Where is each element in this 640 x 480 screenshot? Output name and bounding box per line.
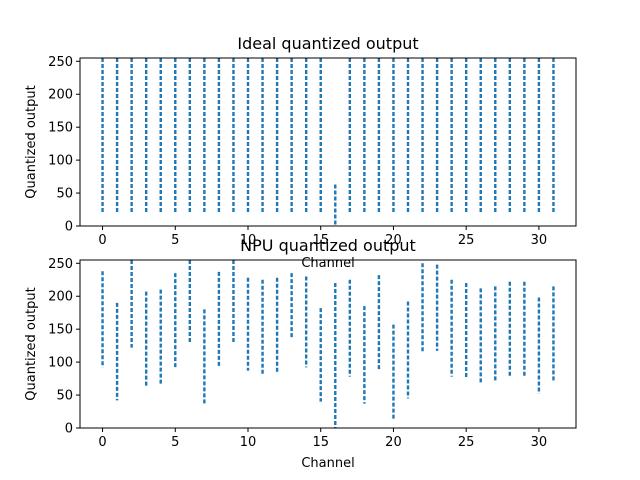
y-tick-label: 100 xyxy=(48,154,73,169)
x-tick-label: 20 xyxy=(385,233,402,248)
y-tick-label: 250 xyxy=(48,257,73,272)
x-tick-label: 20 xyxy=(385,435,402,450)
chart-ideal: 0 5 10 15 20 25 30 0 50 100 150 200 250 Ideal quantiz… xyxy=(24,34,577,271)
chart-title: NPU quantized output xyxy=(240,236,416,255)
y-axis-label: Quantized output xyxy=(24,85,39,198)
y-tick-label: 50 xyxy=(56,389,73,404)
y-tick-label: 150 xyxy=(48,121,73,136)
chart-title: Ideal quantized output xyxy=(237,34,418,53)
x-tick-label: 25 xyxy=(458,435,475,450)
x-tick-label: 30 xyxy=(531,435,548,450)
x-tick-label: 10 xyxy=(240,233,257,248)
axes-frame xyxy=(79,57,577,227)
y-tick-label: 0 xyxy=(65,220,73,235)
x-tick-label: 5 xyxy=(171,233,179,248)
x-axis-label: Channel xyxy=(301,256,354,271)
y-tick-label: 150 xyxy=(48,323,73,338)
y-tick-label: 0 xyxy=(65,422,73,437)
y-tick-label: 250 xyxy=(48,55,73,70)
y-tick-label: 200 xyxy=(48,88,73,103)
x-tick-label: 10 xyxy=(240,435,257,450)
x-tick-label: 5 xyxy=(171,435,179,450)
x-tick-label: 0 xyxy=(98,233,106,248)
y-tick-label: 100 xyxy=(48,356,73,371)
x-tick-label: 0 xyxy=(98,435,106,450)
x-axis-label: Channel xyxy=(301,456,354,471)
x-tick-label: 25 xyxy=(458,233,475,248)
x-tick-label: 30 xyxy=(531,233,548,248)
x-tick-label: 15 xyxy=(312,435,329,450)
y-tick-label: 50 xyxy=(56,187,73,202)
y-tick-label: 200 xyxy=(48,290,73,305)
y-axis-label: Quantized output xyxy=(24,287,39,400)
axes-frame xyxy=(79,259,577,429)
x-tick-label: 15 xyxy=(312,233,329,248)
